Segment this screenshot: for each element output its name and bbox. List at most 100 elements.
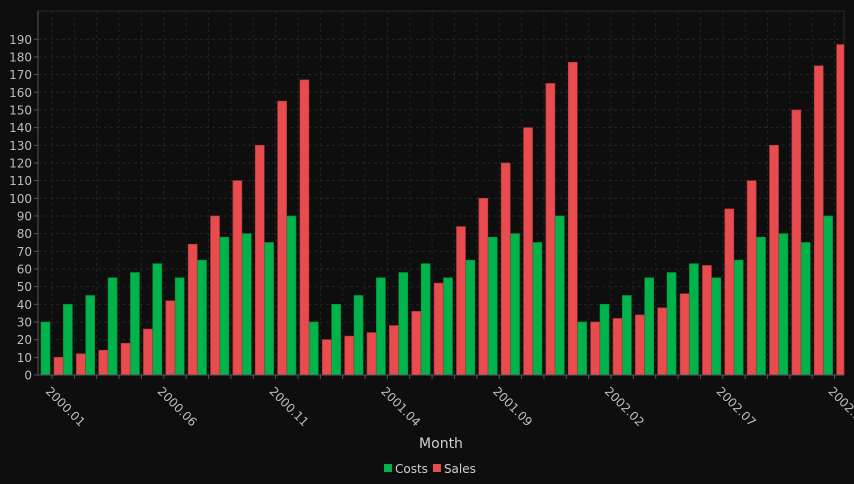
legend-item-costs[interactable]: Costs [384, 462, 428, 476]
bar-sales [98, 349, 109, 376]
bar-sales [813, 65, 824, 376]
y-tick-label: 40 [17, 298, 32, 312]
y-tick-label: 10 [17, 351, 32, 365]
bar-costs [554, 215, 565, 376]
y-tick-label: 30 [17, 315, 32, 329]
x-tick-label: 2000.01 [43, 384, 88, 429]
bar-costs [733, 259, 744, 376]
bar-costs [622, 295, 632, 376]
bar-sales [411, 311, 422, 376]
x-axis-title: Month [419, 436, 463, 452]
bar-costs [219, 236, 230, 376]
bar-costs [823, 215, 833, 376]
y-tick-label: 80 [17, 227, 32, 241]
bar-costs [711, 277, 722, 376]
bar-costs [510, 233, 520, 376]
bar-costs [644, 277, 655, 376]
bar-costs [241, 233, 252, 376]
bar-sales [590, 321, 600, 376]
bar-costs [599, 304, 610, 376]
x-tick-label: 2001.04 [378, 384, 423, 429]
bar-sales [724, 208, 735, 376]
legend-item-sales[interactable]: Sales [432, 462, 476, 476]
y-tick-label: 50 [17, 280, 32, 294]
y-tick-label: 160 [9, 86, 32, 100]
y-tick-label: 150 [9, 103, 32, 117]
bar-sales [679, 293, 690, 376]
bar-sales [344, 335, 354, 376]
bar-sales [254, 144, 265, 376]
legend[interactable]: Costs Sales [384, 462, 476, 476]
bar-costs [577, 321, 587, 376]
bar-sales [76, 353, 86, 376]
legend-swatch [432, 464, 441, 472]
x-tick-label: 2002.02 [602, 384, 647, 429]
bar-costs [286, 215, 297, 376]
bar-sales [612, 318, 623, 376]
bar-sales [143, 328, 153, 376]
bar-sales [232, 180, 243, 376]
bar-sales [120, 342, 131, 376]
bar-costs [398, 272, 409, 376]
y-tick-label: 120 [9, 156, 32, 170]
bar-sales [635, 314, 645, 376]
bar-sales [389, 325, 399, 376]
bar-sales [299, 79, 310, 376]
y-tick-label: 60 [17, 262, 32, 276]
bar-sales [322, 339, 332, 376]
bar-costs [666, 272, 677, 376]
x-tick-label: 2002.07 [714, 384, 759, 429]
legend-label: Costs [395, 462, 428, 476]
bar-costs [689, 263, 699, 376]
y-tick-label: 20 [17, 333, 32, 347]
bar-sales [165, 300, 176, 376]
legend-label: Sales [444, 462, 476, 476]
bar-costs [420, 263, 431, 376]
bar-costs [532, 242, 543, 376]
bar-sales [523, 127, 533, 376]
legend-swatch [384, 464, 392, 472]
bar-sales [836, 44, 845, 376]
bar-costs [107, 277, 118, 376]
bar-sales [545, 83, 556, 376]
bar-costs [465, 259, 476, 376]
x-tick-label: 2002.12 [825, 384, 854, 429]
bar-costs [353, 295, 364, 376]
bar-costs [197, 259, 207, 376]
bar-costs [331, 304, 341, 376]
bar-costs [443, 277, 453, 376]
bar-costs [309, 321, 319, 376]
bar-costs [130, 272, 140, 376]
y-tick-label: 100 [9, 192, 32, 206]
bars [40, 44, 845, 376]
x-tick-label: 2001.09 [490, 384, 535, 429]
bar-sales [791, 109, 802, 376]
bar-sales [657, 307, 668, 376]
bar-costs [487, 236, 498, 376]
bar-sales [210, 215, 220, 376]
x-tick-label: 2000.11 [266, 384, 311, 429]
bar-costs [756, 236, 766, 376]
y-tick-label: 130 [9, 139, 32, 153]
bar-sales [702, 265, 712, 376]
bar-sales [187, 243, 198, 376]
y-tick-label: 190 [9, 33, 32, 47]
y-tick-label: 140 [9, 121, 32, 135]
bar-costs [778, 233, 789, 376]
bar-sales [366, 332, 377, 376]
bar-costs [800, 242, 811, 376]
bar-sales [769, 144, 779, 376]
bar-costs [63, 304, 73, 376]
bar-costs [376, 277, 386, 376]
bar-costs [85, 295, 96, 376]
y-tick-label: 110 [9, 174, 32, 188]
bar-sales [478, 198, 489, 376]
bar-costs [152, 263, 163, 376]
y-tick-label: 90 [17, 209, 32, 223]
x-tick-label: 2000.06 [155, 384, 200, 429]
bar-sales [433, 282, 444, 376]
bar-sales [500, 162, 511, 376]
y-tick-label: 170 [9, 68, 32, 82]
bar-costs [264, 242, 274, 376]
